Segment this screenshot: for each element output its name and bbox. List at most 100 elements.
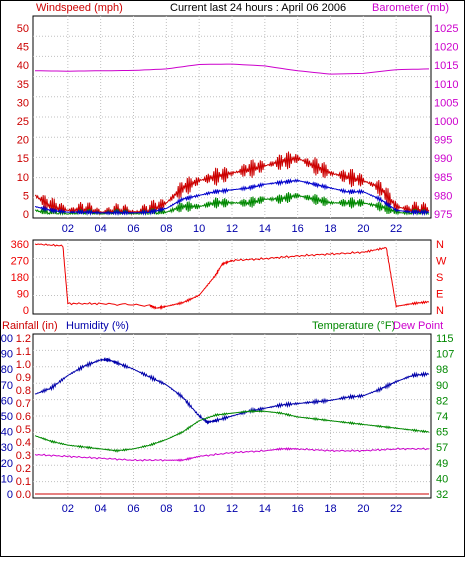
humidity-tick-label: 90 <box>1 349 13 361</box>
barometer-tick-label: 1000 <box>434 116 458 128</box>
x-tick-label: 02 <box>62 503 74 515</box>
rainfall-tick-label: 0.6 <box>16 411 31 423</box>
x-tick-label: 10 <box>193 223 205 235</box>
humidity-tick-label: 40 <box>1 427 13 439</box>
humidity-tick-label: 100 <box>0 333 13 345</box>
x-tick-label: 14 <box>259 503 271 515</box>
windspeed-tick-label: 15 <box>17 153 29 165</box>
rainfall-tick-label: 1.2 <box>16 333 31 345</box>
rainfall-tick-label: 0.1 <box>16 476 31 488</box>
x-tick-label: 10 <box>193 503 205 515</box>
rainfall-tick-label: 0.2 <box>16 463 31 475</box>
direction-tick-label: 0 <box>23 305 29 317</box>
compass-tick-label: W <box>436 256 447 268</box>
x-tick-label: 18 <box>324 503 336 515</box>
temperature-tick-label: 90 <box>436 380 448 392</box>
barometer-tick-label: 985 <box>434 172 452 184</box>
x-tick-label: 16 <box>292 223 304 235</box>
wind-avg-line <box>35 178 430 216</box>
barometer-tick-label: 1005 <box>434 97 458 109</box>
x-tick-label: 06 <box>127 223 139 235</box>
dewpoint-axis-label: Dew Point <box>393 320 443 332</box>
temperature-tick-label: 115 <box>436 333 454 345</box>
barometer-axis-label: Barometer (mb) <box>372 2 449 14</box>
direction-tick-label: 360 <box>11 239 29 251</box>
rainfall-tick-label: 1.0 <box>16 359 31 371</box>
x-tick-label: 02 <box>62 223 74 235</box>
rainfall-tick-label: 0.3 <box>16 450 31 462</box>
windspeed-axis-label: Windspeed (mph) <box>36 2 123 14</box>
rainfall-tick-label: 1.1 <box>16 346 31 358</box>
rain-humidity-temp-panel: 0 10 20 30 40 50 60 70 80 90 100 0.00.10.20.30.40.5… <box>0 333 454 515</box>
x-tick-label: 22 <box>390 503 402 515</box>
wind-baro-panel: 0510152025303540455097598098599099510001… <box>17 15 458 235</box>
barometer-tick-label: 1025 <box>434 23 458 35</box>
humidity-tick-label: 60 <box>1 395 13 407</box>
barometer-tick-label: 1015 <box>434 60 458 72</box>
wind-direction-line <box>34 243 430 311</box>
windspeed-tick-label: 45 <box>17 42 29 54</box>
rainfall-axis-label: Rainfall (in) <box>2 320 58 332</box>
windspeed-tick-label: 25 <box>17 116 29 128</box>
windspeed-tick-label: 50 <box>17 23 29 35</box>
humidity-tick-label: 70 <box>1 380 13 392</box>
x-tick-label: 12 <box>226 223 238 235</box>
rainfall-tick-label: 0.8 <box>16 385 31 397</box>
direction-tick-label: 180 <box>11 272 29 284</box>
x-tick-label: 12 <box>226 503 238 515</box>
windspeed-tick-label: 0 <box>23 209 29 221</box>
compass-tick-label: N <box>436 239 444 251</box>
humidity-line <box>34 357 430 425</box>
temperature-tick-label: 57 <box>436 442 448 454</box>
compass-tick-label: E <box>436 289 443 301</box>
dewpoint-line <box>34 446 430 462</box>
barometer-tick-label: 990 <box>434 153 452 165</box>
barometer-tick-label: 975 <box>434 209 452 221</box>
barometer-tick-label: 995 <box>434 135 452 147</box>
temperature-axis-label: Temperature (°F) <box>312 320 395 332</box>
humidity-tick-label: 0 <box>7 489 13 501</box>
x-tick-label: 04 <box>95 223 107 235</box>
barometer-tick-label: 980 <box>434 190 452 202</box>
x-tick-label: 20 <box>357 223 369 235</box>
temperature-tick-label: 65 <box>436 427 448 439</box>
barometer-tick-label: 1020 <box>434 42 458 54</box>
x-tick-label: 18 <box>324 223 336 235</box>
rainfall-tick-label: 0.4 <box>16 437 31 449</box>
windspeed-tick-label: 35 <box>17 79 29 91</box>
rainfall-tick-label: 0.7 <box>16 398 31 410</box>
humidity-tick-label: 80 <box>1 364 13 376</box>
humidity-tick-label: 30 <box>1 442 13 454</box>
chart-title: Current last 24 hours : April 06 2006 <box>170 2 346 14</box>
direction-tick-label: 270 <box>11 256 29 268</box>
windspeed-tick-label: 30 <box>17 97 29 109</box>
windspeed-tick-label: 5 <box>23 190 29 202</box>
x-tick-label: 14 <box>259 223 271 235</box>
temperature-tick-label: 49 <box>436 458 448 470</box>
windspeed-tick-label: 40 <box>17 60 29 72</box>
rainfall-tick-label: 0.5 <box>16 424 31 436</box>
barometer-tick-label: 1010 <box>434 79 458 91</box>
windspeed-tick-label: 20 <box>17 135 29 147</box>
direction-tick-label: 90 <box>17 289 29 301</box>
compass-tick-label: S <box>436 272 443 284</box>
temperature-tick-label: 98 <box>436 364 448 376</box>
temperature-tick-label: 40 <box>436 473 448 485</box>
humidity-tick-label: 10 <box>1 473 13 485</box>
x-tick-label: 16 <box>292 503 304 515</box>
x-tick-label: 06 <box>127 503 139 515</box>
x-tick-label: 04 <box>95 503 107 515</box>
temperature-tick-label: 82 <box>436 395 448 407</box>
x-tick-label: 20 <box>357 503 369 515</box>
temperature-tick-label: 107 <box>436 349 454 361</box>
x-tick-label: 22 <box>390 223 402 235</box>
x-tick-label: 08 <box>160 223 172 235</box>
windspeed-line <box>34 151 430 216</box>
humidity-tick-label: 50 <box>1 411 13 423</box>
rainfall-tick-label: 0.9 <box>16 372 31 384</box>
humidity-tick-label: 20 <box>1 458 13 470</box>
barometer-line <box>35 63 430 75</box>
temperature-tick-label: 74 <box>436 411 448 423</box>
